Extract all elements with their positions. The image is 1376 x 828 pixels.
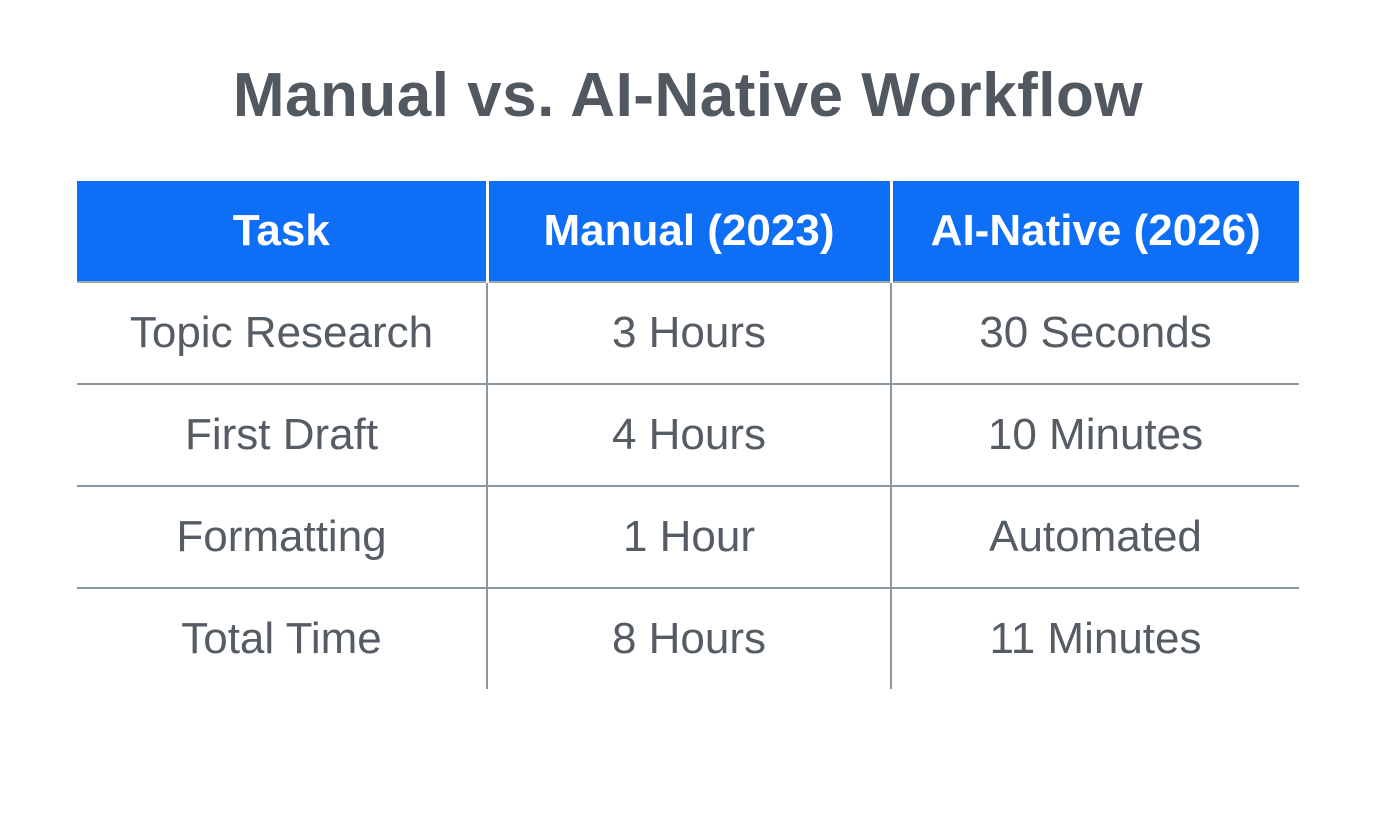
table-header-row: Task Manual (2023) AI-Native (2026): [77, 181, 1299, 284]
workflow-comparison-table: Task Manual (2023) AI-Native (2026) Topi…: [77, 181, 1299, 690]
cell-task-total-time: Total Time: [77, 588, 488, 690]
cell-task-first-draft: First Draft: [77, 384, 488, 488]
table-row-topic-research: Topic Research 3 Hours 30 Seconds: [77, 282, 1299, 386]
cell-ai-topic-research: 30 Seconds: [891, 282, 1299, 386]
page-title: Manual vs. AI-Native Workflow: [232, 61, 1144, 130]
header-cell-manual-2023: Manual (2023): [487, 181, 893, 284]
cell-manual-total-time: 8 Hours: [487, 588, 892, 690]
cell-manual-first-draft: 4 Hours: [487, 384, 892, 488]
table-row-formatting: Formatting 1 Hour Automated: [77, 486, 1299, 590]
cell-ai-formatting: Automated: [891, 486, 1299, 590]
header-cell-ai-native-2026: AI-Native (2026): [891, 181, 1299, 284]
cell-manual-formatting: 1 Hour: [487, 486, 892, 590]
cell-ai-total-time: 11 Minutes: [891, 588, 1299, 690]
table-row-first-draft: First Draft 4 Hours 10 Minutes: [77, 384, 1299, 488]
cell-ai-first-draft: 10 Minutes: [891, 384, 1299, 488]
cell-task-formatting: Formatting: [77, 486, 488, 590]
table-row-total-time: Total Time 8 Hours 11 Minutes: [77, 588, 1299, 690]
header-cell-task: Task: [77, 181, 489, 284]
cell-manual-topic-research: 3 Hours: [487, 282, 892, 386]
cell-task-topic-research: Topic Research: [77, 282, 488, 386]
